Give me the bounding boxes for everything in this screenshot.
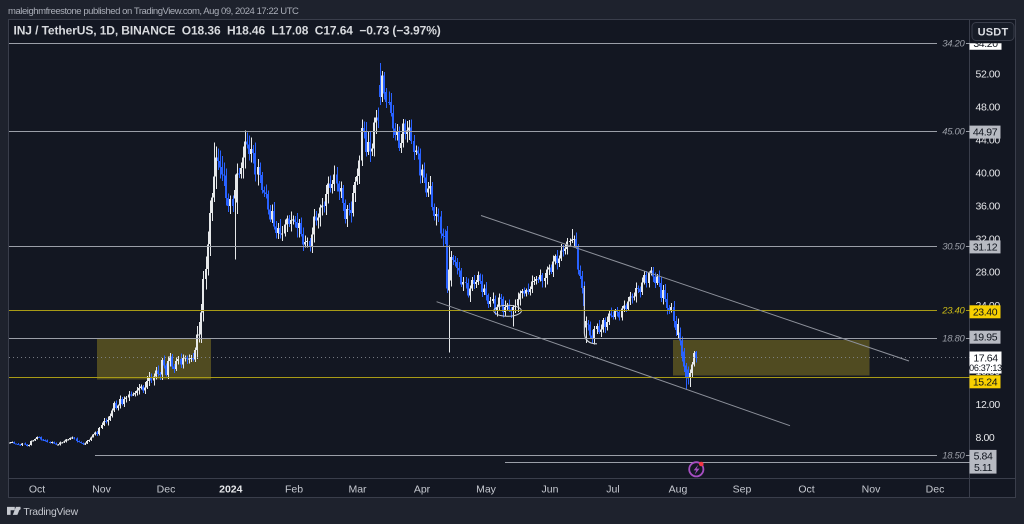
svg-text:Aug: Aug [669,484,688,496]
svg-text:Apr: Apr [414,484,431,496]
svg-text:Nov: Nov [862,484,881,496]
svg-text:34.20: 34.20 [942,39,965,50]
svg-text:30.50: 30.50 [942,242,965,253]
svg-text:Dec: Dec [157,484,176,496]
svg-text:15.24: 15.24 [973,376,998,388]
svg-text:52.00: 52.00 [976,68,1001,80]
svg-text:5.11: 5.11 [974,462,993,474]
svg-text:maleighmfreestone published on: maleighmfreestone published on TradingVi… [8,6,299,17]
svg-text:TradingView: TradingView [23,507,78,518]
svg-text:5.84: 5.84 [974,451,993,463]
svg-text:45.00: 45.00 [942,127,965,138]
svg-text:Sep: Sep [733,484,752,496]
svg-text:INJ / TetherUS, 1D, BINANCE O: INJ / TetherUS, 1D, BINANCE O18.36 H18.4… [14,24,441,38]
svg-text:2024: 2024 [219,484,243,496]
svg-text:44.97: 44.97 [973,127,998,139]
svg-text:May: May [476,484,497,496]
svg-text:USDT: USDT [978,27,1009,39]
svg-text:18.80: 18.80 [942,334,965,345]
svg-text:34.20: 34.20 [973,38,998,50]
svg-text:Oct: Oct [798,484,814,496]
svg-text:Dec: Dec [926,484,945,496]
svg-text:12.00: 12.00 [976,399,1001,411]
svg-text:31.12: 31.12 [973,241,998,253]
svg-text:19.95: 19.95 [973,332,998,344]
svg-text:8.00: 8.00 [976,432,995,444]
svg-text:Mar: Mar [348,484,367,496]
svg-text:Jul: Jul [606,484,619,496]
svg-text:28.00: 28.00 [976,267,1001,279]
svg-text:Oct: Oct [29,484,45,496]
svg-text:18.50: 18.50 [942,451,965,462]
svg-text:17.64: 17.64 [973,352,998,364]
svg-text:Feb: Feb [285,484,303,496]
svg-text:Jun: Jun [542,484,559,496]
svg-text:40.00: 40.00 [976,168,1001,180]
svg-text:06:37:13: 06:37:13 [969,363,1002,373]
svg-text:Nov: Nov [92,484,111,496]
svg-text:23.40: 23.40 [973,306,998,318]
svg-text:36.00: 36.00 [976,201,1001,213]
svg-text:48.00: 48.00 [976,101,1001,113]
svg-text:23.40: 23.40 [941,306,965,317]
